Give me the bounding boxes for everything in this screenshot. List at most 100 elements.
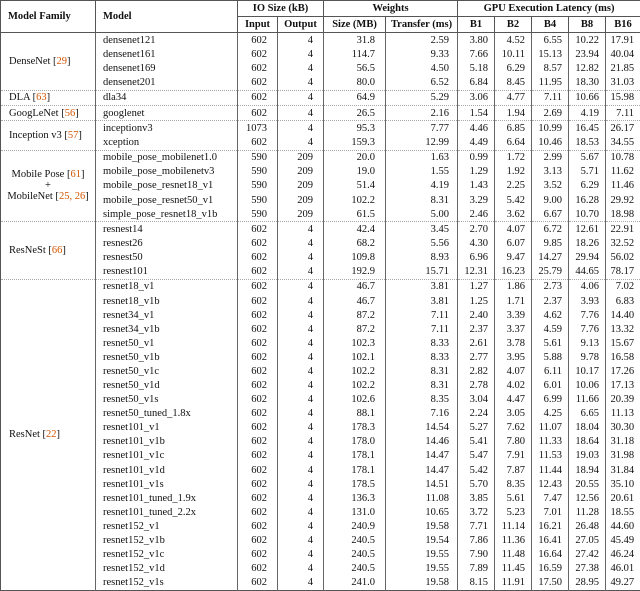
value-cell: 109.8 — [323, 250, 386, 265]
value-cell: 4 — [276, 364, 324, 379]
citation-link[interactable]: 63 — [36, 92, 47, 104]
value-cell: 102.2 — [323, 364, 386, 379]
table-row: resnet34_v1b 602 4 87.2 7.11 2.37 3.37 4.59 7.76… — [1, 322, 640, 337]
value-cell: 102.2 — [323, 378, 386, 393]
table-row: resnet101_v1c 602 4 178.1 14.47 5.47 7.91 11.53… — [1, 448, 640, 463]
value-cell: 80.0 — [323, 75, 386, 91]
value-cell: 18.53 — [568, 135, 606, 151]
value-cell: 7.11 — [531, 89, 569, 106]
value-cell: 4 — [276, 477, 324, 492]
value-cell: 5.88 — [531, 350, 569, 365]
table-row: resnet152_v1d 602 4 240.5 19.55 7.89 11.45 16.5… — [1, 561, 640, 576]
model-name-cell: resnet152_v1s — [95, 575, 238, 591]
value-cell: 602 — [237, 434, 278, 449]
header-b1: B1 — [457, 16, 496, 33]
value-cell: 12.56 — [568, 491, 606, 506]
value-cell: 4 — [276, 519, 324, 534]
value-cell: 209 — [276, 193, 324, 208]
value-cell: 602 — [237, 250, 278, 265]
citation-link[interactable]: 22 — [46, 429, 57, 441]
value-cell: 61.5 — [323, 207, 386, 222]
family-text: MobileNet [ — [7, 191, 59, 203]
value-cell: 5.70 — [457, 477, 495, 492]
value-cell: 16.58 — [605, 350, 640, 365]
model-name-cell: resnest26 — [95, 236, 238, 251]
value-cell: 602 — [237, 135, 278, 151]
value-cell: 5.61 — [494, 491, 532, 506]
value-cell: 2.73 — [531, 278, 569, 295]
value-cell: 4 — [276, 264, 324, 280]
value-cell: 5.41 — [457, 434, 495, 449]
model-name-cell: resnet101_v1s — [95, 477, 238, 492]
value-cell: 14.47 — [385, 463, 458, 478]
family-text: ] — [46, 92, 51, 104]
model-name-cell: resnet101_tuned_1.9x — [95, 491, 238, 506]
value-cell: 10.06 — [568, 378, 606, 393]
value-cell: 241.0 — [323, 575, 386, 591]
value-cell: 7.02 — [605, 278, 640, 295]
value-cell: 4.50 — [385, 61, 458, 76]
value-cell: 11.36 — [494, 533, 532, 548]
model-name-cell: resnet50_v1s — [95, 392, 238, 407]
citation-link[interactable]: 61 — [70, 169, 81, 181]
model-name-cell: resnet18_v1 — [95, 278, 238, 295]
value-cell: 178.0 — [323, 434, 386, 449]
value-cell: 4 — [276, 420, 324, 435]
value-cell: 3.93 — [568, 294, 606, 309]
value-cell: 2.61 — [457, 336, 495, 351]
citation-link[interactable]: 25, 26 — [58, 191, 86, 203]
value-cell: 12.31 — [457, 264, 495, 280]
value-cell: 102.1 — [323, 350, 386, 365]
table-row: resnet50_v1 602 4 102.3 8.33 2.61 3.78 5.61 9.13… — [1, 336, 640, 351]
value-cell: 16.41 — [531, 533, 569, 548]
table-row: resnet101_v1 602 4 178.3 14.54 5.27 7.62 11.07 1… — [1, 420, 640, 435]
table-row: resnet18_v1b 602 4 46.7 3.81 1.25 1.71 2.37 3.93… — [1, 294, 640, 309]
value-cell: 4 — [276, 47, 324, 62]
model-name-cell: resnet34_v1b — [95, 322, 238, 337]
value-cell: 6.85 — [494, 120, 532, 136]
citation-link[interactable]: 56 — [64, 107, 76, 119]
value-cell: 7.11 — [605, 104, 640, 121]
table-row: densenet169 602 4 56.5 4.50 5.18 6.29 8.57 12.82… — [1, 61, 640, 76]
table-row: resnet101_v1d 602 4 178.1 14.47 5.42 7.87 11.44… — [1, 463, 640, 478]
value-cell: 2.24 — [457, 406, 495, 421]
value-cell: 6.29 — [494, 61, 532, 76]
value-cell: 15.98 — [605, 89, 640, 106]
value-cell: 11.91 — [494, 575, 532, 591]
value-cell: 4.49 — [457, 135, 495, 151]
family-text: ] — [56, 429, 61, 441]
value-cell: 4 — [276, 322, 324, 337]
citation-link[interactable]: 66 — [51, 245, 63, 257]
value-cell: 178.1 — [323, 463, 386, 478]
header-b4: B4 — [531, 16, 570, 33]
header-b8: B8 — [568, 16, 607, 33]
family-text: ] — [75, 107, 79, 119]
value-cell: 2.25 — [494, 178, 532, 194]
value-cell: 5.00 — [385, 207, 458, 222]
value-cell: 6.07 — [494, 236, 532, 251]
table-row: resnet50_tuned_1.8x 602 4 88.1 7.16 2.24 3.05 4… — [1, 406, 640, 421]
table-row: resnet152_v1c 602 4 240.5 19.55 7.90 11.48 16.6… — [1, 547, 640, 562]
table-row: resnet50_v1b 602 4 102.1 8.33 2.77 3.95 5.88 9.7… — [1, 350, 640, 365]
citation-link[interactable]: 29 — [56, 55, 68, 67]
family-text: Mobile Pose [ — [11, 169, 71, 181]
model-name-cell: resnet152_v1 — [95, 519, 238, 534]
table-row: xception 602 4 159.3 12.99 4.49 6.64 10.46 18.53… — [1, 135, 640, 151]
value-cell: 3.52 — [531, 178, 569, 194]
value-cell: 2.37 — [457, 322, 495, 337]
value-cell: 16.23 — [494, 264, 532, 280]
table-row: resnet34_v1 602 4 87.2 7.11 2.40 3.39 4.62 7.76 1… — [1, 308, 640, 323]
value-cell: 31.8 — [323, 32, 386, 48]
value-cell: 10.70 — [568, 207, 606, 222]
value-cell: 4.06 — [568, 278, 606, 295]
value-cell: 11.66 — [568, 392, 606, 407]
value-cell: 44.65 — [568, 264, 606, 280]
value-cell: 17.91 — [605, 32, 640, 48]
model-family-cell: Mobile Pose [61] + MobileNet [25, 26] — [0, 149, 96, 222]
citation-link[interactable]: 57 — [67, 129, 79, 141]
value-cell: 5.18 — [457, 61, 495, 76]
value-cell: 5.47 — [457, 448, 495, 463]
table-row: resnest26 602 4 68.2 5.56 4.30 6.07 9.85 18.26 32… — [1, 236, 640, 251]
family-text: + — [45, 180, 51, 192]
value-cell: 7.76 — [568, 308, 606, 323]
